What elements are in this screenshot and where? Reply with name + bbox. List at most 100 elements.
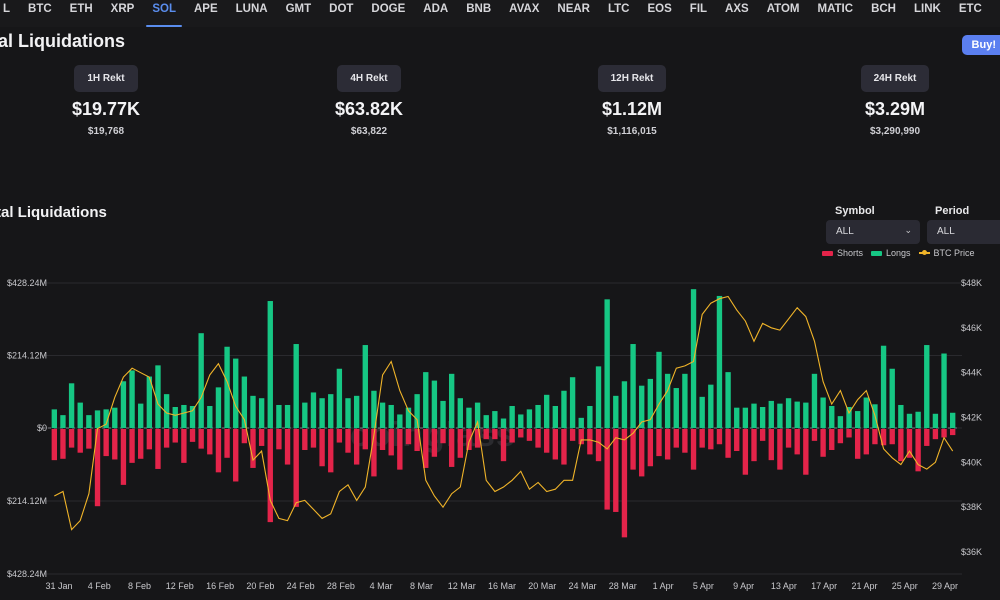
stat-24h-exact: $3,290,990 — [869, 126, 921, 137]
y-right-tick-label: $46K — [961, 323, 982, 333]
tab-ada[interactable]: ADA — [423, 3, 449, 15]
longs-bar — [880, 345, 887, 428]
tab-ape[interactable]: APE — [193, 3, 218, 15]
tab-near[interactable]: NEAR — [557, 3, 590, 15]
shorts-bar — [129, 429, 135, 463]
shorts-bar — [734, 429, 740, 452]
shorts-bar — [854, 429, 861, 459]
longs-bar — [742, 407, 749, 428]
stat-4h-label: 4H Rekt — [337, 65, 401, 92]
longs-bar — [474, 402, 481, 428]
shorts-bar — [77, 429, 83, 453]
longs-bar — [431, 380, 438, 428]
shorts-bar — [483, 429, 489, 440]
shorts-bar — [950, 429, 956, 436]
tab-sol[interactable]: SOL — [143, 0, 185, 27]
shorts-bar — [224, 429, 230, 458]
longs-bar — [345, 398, 351, 428]
tab-dot[interactable]: DOT — [329, 3, 354, 15]
symbol-select-value: ALL — [836, 226, 854, 237]
period-select[interactable]: ALL — [927, 220, 1000, 244]
tab-atom[interactable]: ATOM — [766, 3, 800, 15]
shorts-bar — [656, 429, 662, 457]
shorts-bar — [708, 429, 714, 450]
shorts-bar — [526, 429, 533, 441]
shorts-bar — [716, 429, 723, 445]
legend-shorts[interactable]: Shorts — [822, 248, 863, 258]
shorts-bar — [690, 429, 697, 470]
longs-bar — [535, 404, 541, 428]
tab-doge[interactable]: DOGE — [371, 3, 406, 15]
tab-sand[interactable]: SAND — [991, 0, 1000, 27]
longs-bar — [734, 407, 740, 428]
longs-bar — [198, 333, 204, 428]
x-tick-label: 24 Feb — [287, 581, 315, 591]
tab-fil[interactable]: FIL — [689, 3, 708, 15]
stat-24h-value: $3.29M — [864, 99, 926, 119]
tab-ltc[interactable]: LTC — [607, 3, 630, 15]
shorts-bar — [388, 429, 394, 456]
y-left-tick-label: $214.12M — [7, 351, 47, 361]
tab-bch[interactable]: BCH — [871, 3, 896, 15]
legend-btc-price[interactable]: BTC Price — [918, 248, 975, 258]
longs-swatch — [871, 250, 883, 256]
y-left-tick-label: $428.24M — [7, 278, 47, 288]
shorts-bar — [362, 429, 368, 450]
shorts-bar — [880, 429, 887, 446]
tab-btc[interactable]: BTC — [28, 3, 52, 15]
shorts-bar — [233, 429, 239, 482]
buy-button[interactable]: Buy! — [961, 35, 1000, 55]
tab-etc[interactable]: ETC — [958, 3, 982, 15]
tab-matic[interactable]: MATIC — [817, 3, 854, 15]
longs-bar — [172, 407, 178, 428]
longs-bar — [794, 401, 800, 428]
shorts-bar — [414, 429, 420, 452]
shorts-bar — [751, 429, 757, 462]
shorts-bar — [803, 429, 809, 475]
shorts-bar — [440, 429, 446, 444]
shorts-bar — [492, 429, 498, 440]
tab-eth[interactable]: ETH — [69, 3, 93, 15]
longs-bar — [362, 345, 368, 428]
shorts-bar — [742, 429, 749, 475]
tab-l[interactable]: L — [3, 3, 11, 15]
tab-gmt[interactable]: GMT — [285, 3, 312, 15]
longs-bar — [509, 405, 515, 428]
shorts-bar — [639, 429, 645, 477]
shorts-bar — [371, 429, 377, 477]
shorts-bar — [561, 429, 567, 465]
shorts-bar — [405, 429, 412, 445]
tab-luna[interactable]: LUNA — [235, 3, 268, 15]
longs-bar — [405, 407, 412, 428]
stat-4h: 4H Rekt $63.82K $63,822 — [289, 65, 449, 137]
x-tick-label: 20 Feb — [246, 581, 274, 591]
tab-axs[interactable]: AXS — [725, 3, 749, 15]
symbol-select[interactable]: ALL ⌄ — [826, 220, 920, 244]
longs-bar — [708, 384, 714, 428]
tab-bnb[interactable]: BNB — [466, 3, 492, 15]
btc-price-line — [54, 295, 954, 531]
shorts-bar — [353, 429, 360, 465]
shorts-bar — [302, 429, 308, 450]
y-left-tick-label: $0 — [37, 423, 47, 433]
stat-12h: 12H Rekt $1.12M $1,116,015 — [552, 65, 712, 137]
shorts-bar — [759, 429, 766, 441]
tab-avax[interactable]: AVAX — [509, 3, 540, 15]
shorts-bar — [794, 429, 800, 455]
tab-eos[interactable]: EOS — [647, 3, 672, 15]
longs-bar — [189, 405, 196, 428]
longs-bar — [414, 394, 420, 428]
longs-bar — [77, 402, 83, 428]
tab-link[interactable]: LINK — [913, 3, 941, 15]
stat-4h-exact: $63,822 — [350, 126, 388, 137]
longs-bar — [492, 411, 498, 428]
longs-bar — [224, 346, 230, 428]
x-tick-label: 12 Mar — [448, 581, 476, 591]
longs-bar — [181, 404, 187, 428]
longs-bar — [267, 301, 273, 428]
shorts-swatch — [822, 250, 833, 256]
tab-xrp[interactable]: XRP — [110, 3, 135, 15]
longs-bar — [500, 418, 507, 428]
longs-bar — [595, 366, 602, 428]
legend-longs[interactable]: Longs — [871, 248, 911, 258]
